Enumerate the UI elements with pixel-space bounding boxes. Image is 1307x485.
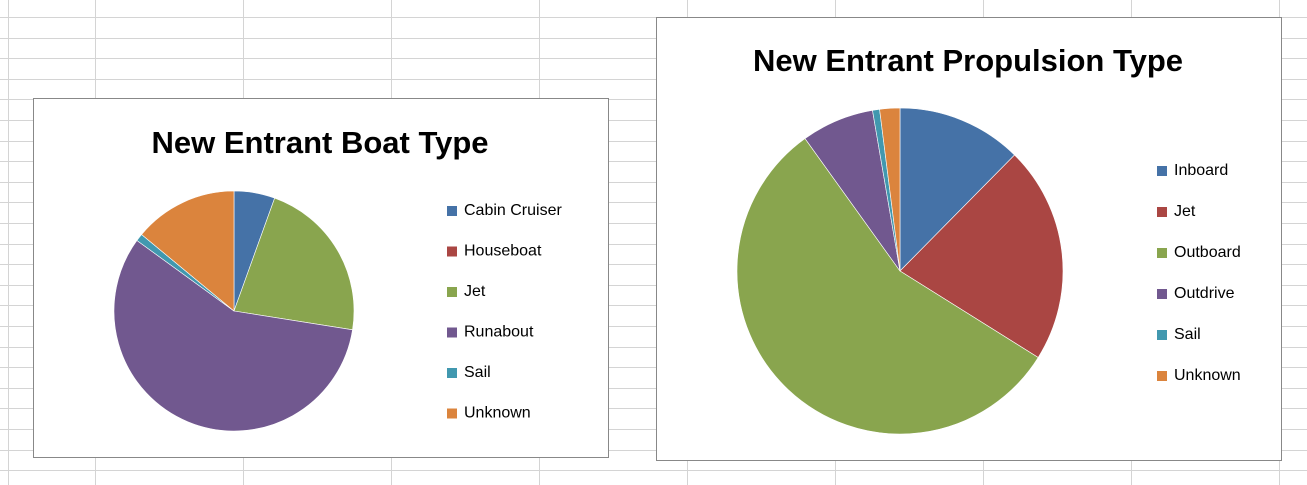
pie-slice [899,107,1015,272]
pie-slice [113,240,353,432]
pie-slice [899,154,1064,358]
chart-title: New Entrant Boat Type [151,125,488,160]
legend-label: Outdrive [1174,285,1235,302]
legend-swatch [1157,166,1167,176]
pie-slice [233,197,355,331]
legend-swatch [447,368,457,378]
legend-label: Cabin Cruiser [464,202,562,219]
legend-swatch [1157,207,1167,217]
legend-swatch [1157,248,1167,258]
legend-label: Outboard [1174,244,1241,261]
pie-slice [879,107,901,272]
legend-label: Sail [464,364,491,381]
legend-label: Houseboat [464,243,542,260]
legend-swatch [447,206,457,216]
chart-title: New Entrant Propulsion Type [753,43,1183,78]
legend-label: Jet [1174,203,1196,220]
legend-label: Unknown [464,405,531,422]
legend-swatch [447,327,457,338]
legend-label: Jet [464,283,486,300]
legend-swatch [1157,371,1167,381]
legend-label: Runabout [464,324,534,341]
legend-swatch [447,408,457,419]
pie-slice [736,138,1039,435]
pie-slice [141,190,235,312]
legend-label: Unknown [1174,367,1241,384]
legend-label: Inboard [1174,162,1228,179]
legend-label: Sail [1174,326,1201,343]
legend-swatch [447,246,457,257]
legend-swatch [1157,289,1167,299]
legend-swatch [1157,330,1167,340]
legend-swatch [447,287,457,297]
